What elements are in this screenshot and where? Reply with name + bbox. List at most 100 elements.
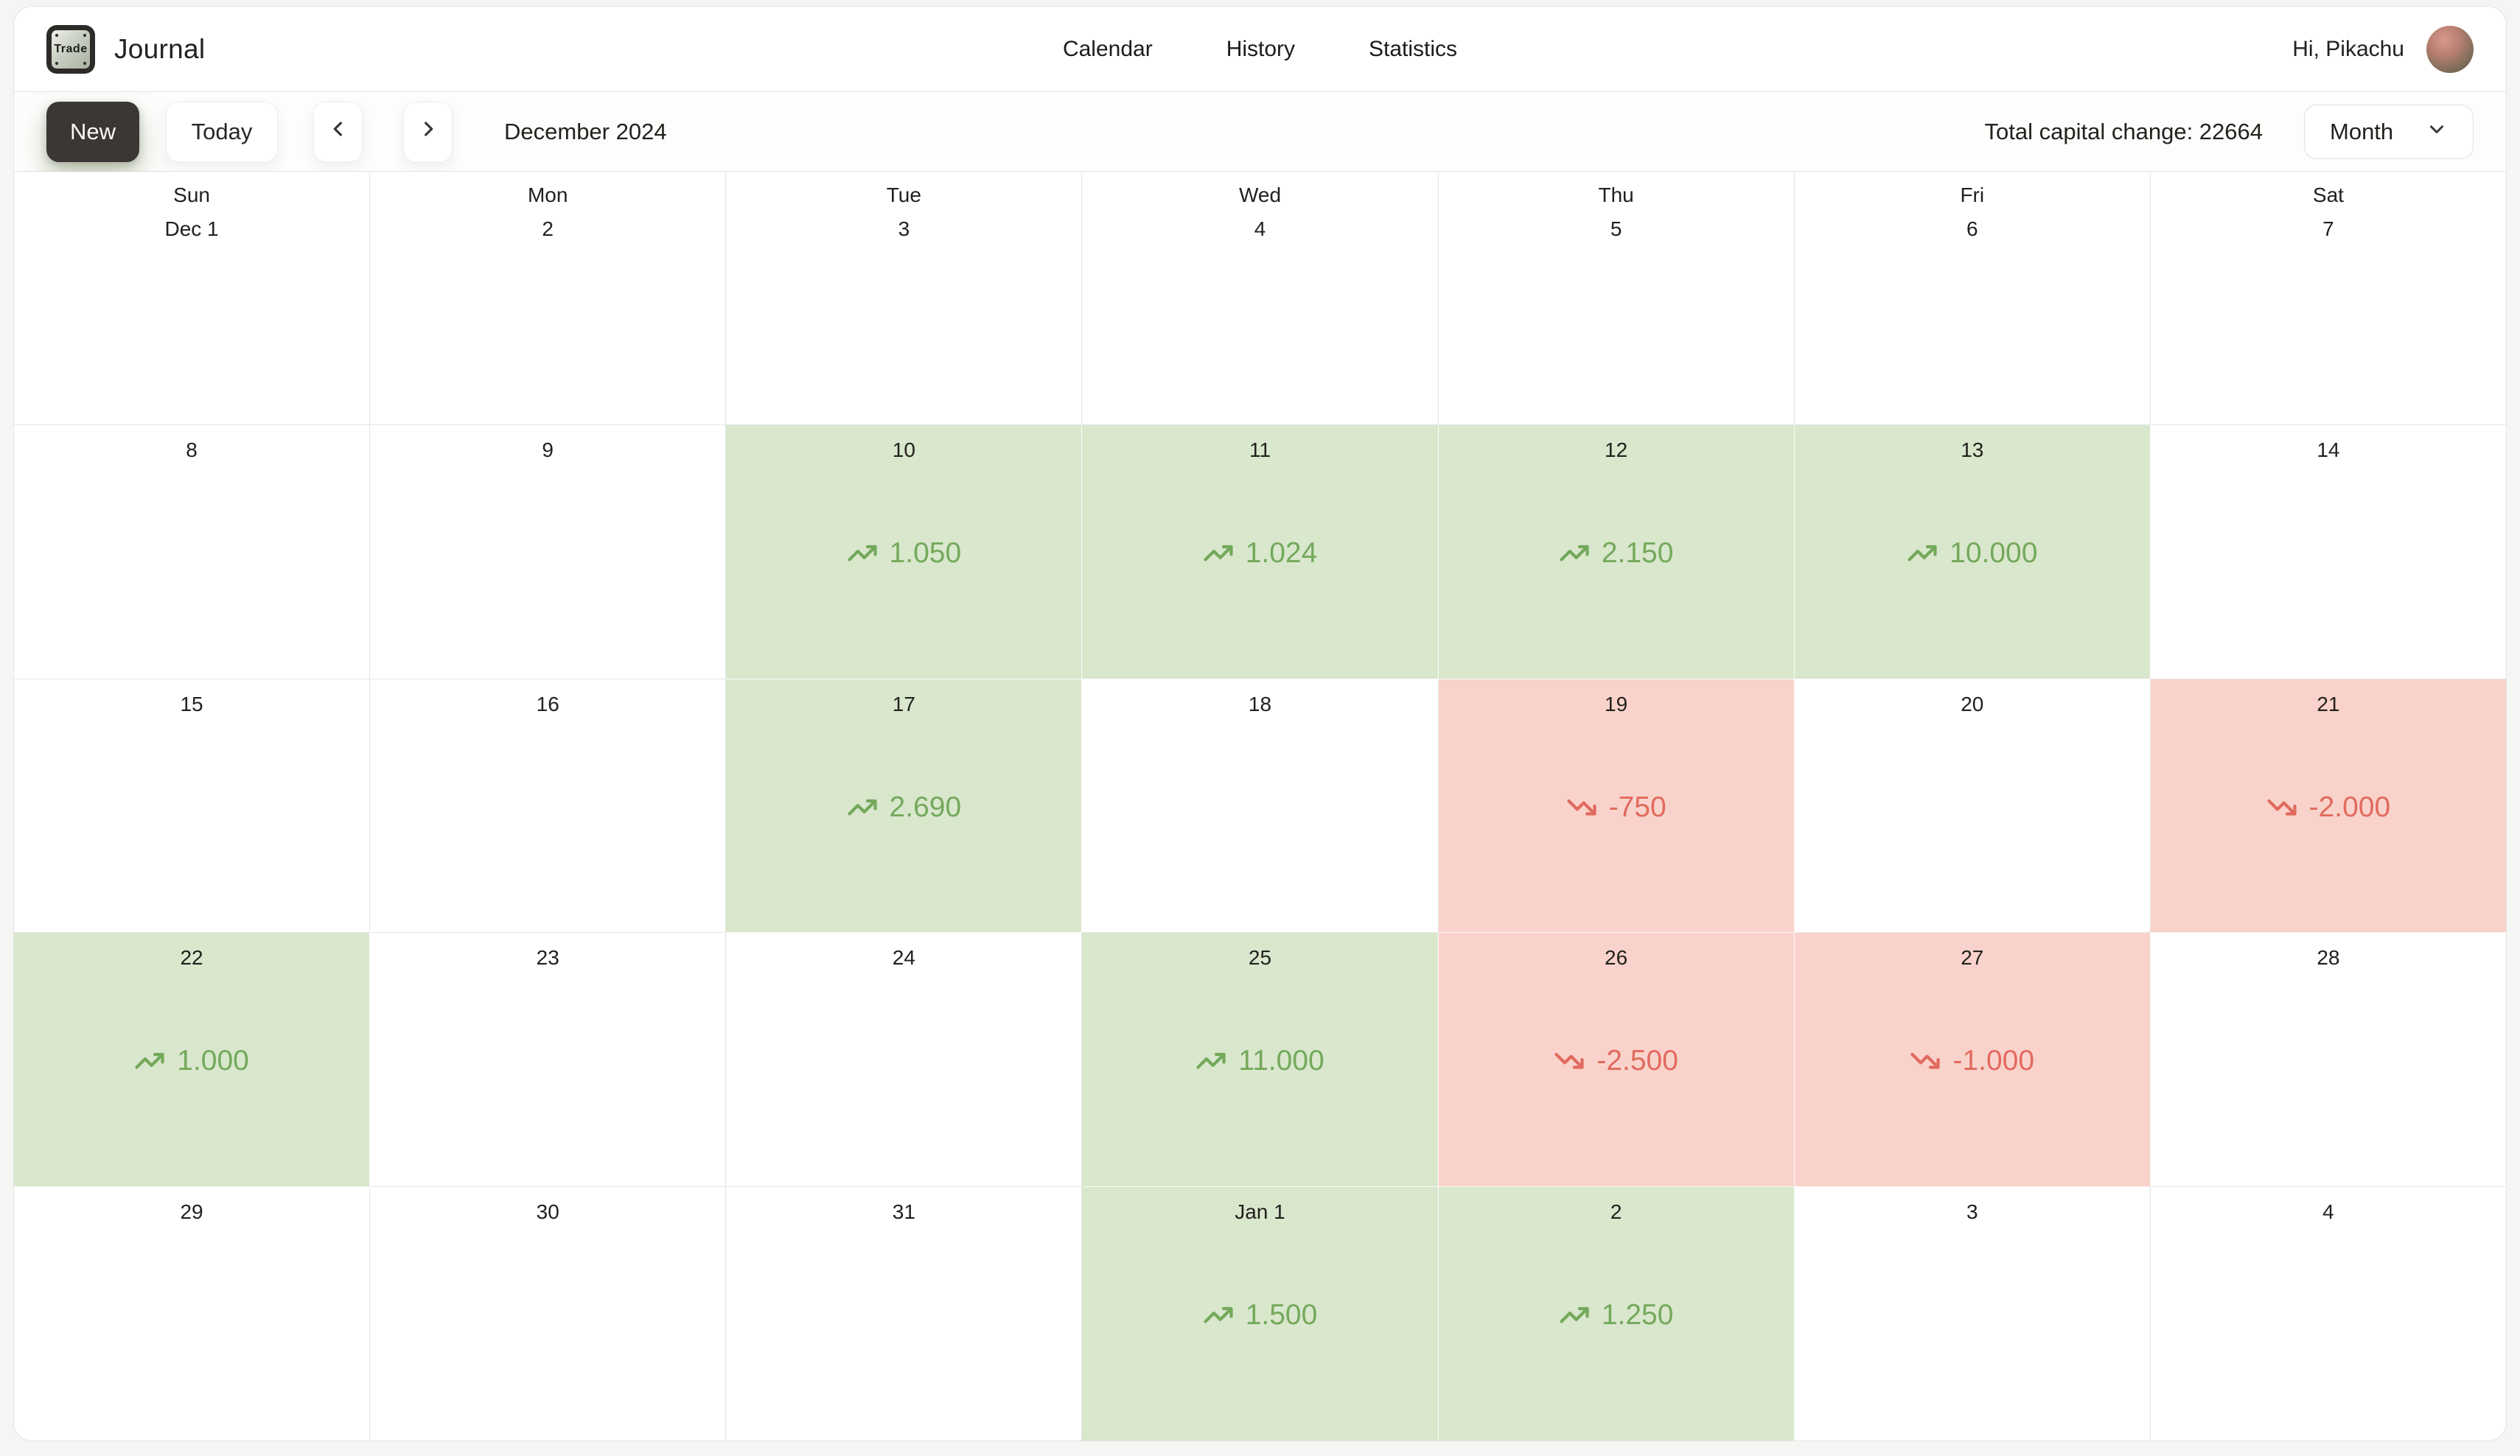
user-area: Hi, Pikachu [2292, 25, 2474, 73]
date-label: 20 [1961, 692, 1984, 715]
calendar-cell[interactable]: 4 [2150, 1186, 2506, 1441]
pnl-value: 1.000 [14, 1045, 369, 1077]
calendar-cell[interactable]: Mon 2 [370, 172, 727, 426]
trend-up-icon [134, 1046, 165, 1077]
trend-up-icon [847, 538, 878, 569]
today-button[interactable]: Today [166, 101, 278, 162]
calendar-cell[interactable]: Sat 7 [2150, 172, 2506, 426]
date-label: 15 [180, 692, 203, 715]
avatar[interactable] [2426, 25, 2474, 73]
date-label: 14 [2317, 438, 2340, 462]
date-label: 3 [1966, 1200, 1978, 1223]
date-label: 21 [2317, 692, 2340, 715]
pnl-value: -750 [1439, 791, 1794, 823]
chevron-down-icon [2426, 118, 2448, 146]
pnl-amount: 1.024 [1245, 536, 1318, 569]
calendar-cell[interactable]: Fri 6 [1794, 172, 2151, 426]
calendar-cell[interactable]: 28 [2150, 933, 2506, 1187]
calendar-cell[interactable]: 3 [1794, 1186, 2151, 1441]
pnl-amount: 1.250 [1601, 1298, 1674, 1331]
date-label: 6 [1966, 217, 1978, 240]
calendar-week-row: 15 16 17 2.690 18 19 -750 20 21 -2.000 [14, 679, 2506, 934]
trend-up-icon [847, 791, 878, 822]
calendar-cell[interactable]: 9 [370, 425, 727, 679]
calendar-cell[interactable]: 23 [370, 933, 727, 1187]
calendar-cell[interactable]: 2 1.250 [1438, 1186, 1795, 1441]
date-label: 4 [2322, 1200, 2334, 1223]
date-label: 18 [1248, 692, 1272, 715]
nav-item-calendar[interactable]: Calendar [1062, 36, 1153, 61]
date-label: 2 [1610, 1200, 1622, 1223]
calendar-cell[interactable]: Tue 3 [726, 172, 1083, 426]
calendar-cell[interactable]: 16 [370, 679, 727, 934]
date-label: 29 [180, 1200, 203, 1223]
pnl-amount: 1.050 [889, 536, 962, 569]
chevron-left-icon [327, 117, 350, 147]
calendar-cell[interactable]: Jan 1 1.500 [1082, 1186, 1439, 1441]
nav-item-statistics[interactable]: Statistics [1369, 36, 1458, 61]
calendar-cell[interactable]: 27 -1.000 [1794, 933, 2151, 1187]
trend-up-icon [1559, 1300, 1590, 1331]
calendar-cell[interactable]: 12 2.150 [1438, 425, 1795, 679]
weekday-label: Mon [527, 183, 568, 206]
calendar-cell[interactable]: 14 [2150, 425, 2506, 679]
trend-down-icon [2266, 791, 2297, 822]
calendar-cell[interactable]: 24 [726, 933, 1083, 1187]
calendar-cell[interactable]: 20 [1794, 679, 2151, 934]
calendar-cell[interactable]: 29 [14, 1186, 371, 1441]
calendar-cell[interactable]: 21 -2.000 [2150, 679, 2506, 934]
calendar-cell[interactable]: Wed 4 [1082, 172, 1439, 426]
pnl-value: -2.500 [1439, 1045, 1794, 1077]
calendar-cell[interactable]: Thu 5 [1438, 172, 1795, 426]
calendar-cell[interactable]: 18 [1082, 679, 1439, 934]
date-label: 26 [1605, 946, 1628, 970]
calendar-week-row: 29 30 31 Jan 1 1.500 2 1.250 3 4 [14, 1186, 2506, 1441]
date-label: 30 [536, 1200, 559, 1223]
calendar-cell[interactable]: 13 10.000 [1794, 425, 2151, 679]
nav-item-history[interactable]: History [1226, 36, 1296, 61]
pnl-amount: 2.690 [889, 791, 962, 823]
app-container: Trade Journal Calendar History Statistic… [13, 6, 2507, 1441]
view-select-dropdown[interactable]: Month [2304, 104, 2474, 159]
pnl-amount: 10.000 [1950, 536, 2038, 569]
date-label: 24 [892, 946, 915, 970]
trend-down-icon [1566, 791, 1597, 822]
calendar-cell[interactable]: 22 1.000 [14, 933, 371, 1187]
date-label: Jan 1 [1235, 1200, 1285, 1223]
new-button[interactable]: New [46, 101, 139, 162]
trend-up-icon [1203, 538, 1234, 569]
brand: Trade Journal [46, 24, 205, 74]
calendar-cell[interactable]: 8 [14, 425, 371, 679]
pnl-amount: 1.500 [1245, 1298, 1318, 1331]
calendar-cell[interactable]: 30 [370, 1186, 727, 1441]
weekday-label: Tue [886, 183, 921, 206]
weekday-label: Sat [2312, 183, 2344, 206]
date-label: 2 [542, 217, 554, 240]
pnl-value: 11.000 [1082, 1045, 1437, 1077]
weekday-label: Fri [1960, 183, 1985, 206]
date-label: 17 [892, 692, 915, 715]
calendar-cell[interactable]: 11 1.024 [1082, 425, 1439, 679]
calendar-cell[interactable]: 10 1.050 [726, 425, 1083, 679]
date-label: 13 [1961, 438, 1984, 462]
calendar-cell[interactable]: 26 -2.500 [1438, 933, 1795, 1187]
calendar-cell[interactable]: 19 -750 [1438, 679, 1795, 934]
date-label: 4 [1254, 217, 1266, 240]
date-label: 27 [1961, 946, 1984, 970]
calendar-cell[interactable]: 31 [726, 1186, 1083, 1441]
calendar-cell[interactable]: 25 11.000 [1082, 933, 1439, 1187]
trend-up-icon [1559, 538, 1590, 569]
calendar-cell[interactable]: Sun Dec 1 [14, 172, 371, 426]
calendar-cell[interactable]: 15 [14, 679, 371, 934]
calendar-cell[interactable]: 17 2.690 [726, 679, 1083, 934]
next-month-button[interactable] [403, 101, 453, 162]
calendar-week-row: 8 9 10 1.050 11 1.024 12 2.150 13 10.000 14 [14, 425, 2506, 679]
date-label: 3 [898, 217, 910, 240]
trend-down-icon [1554, 1046, 1585, 1077]
weekday-label: Thu [1598, 183, 1634, 206]
header: Trade Journal Calendar History Statistic… [14, 7, 2506, 92]
period-label: December 2024 [504, 118, 667, 144]
prev-month-button[interactable] [313, 101, 363, 162]
date-label: 28 [2317, 946, 2340, 970]
trend-up-icon [1203, 1300, 1234, 1331]
